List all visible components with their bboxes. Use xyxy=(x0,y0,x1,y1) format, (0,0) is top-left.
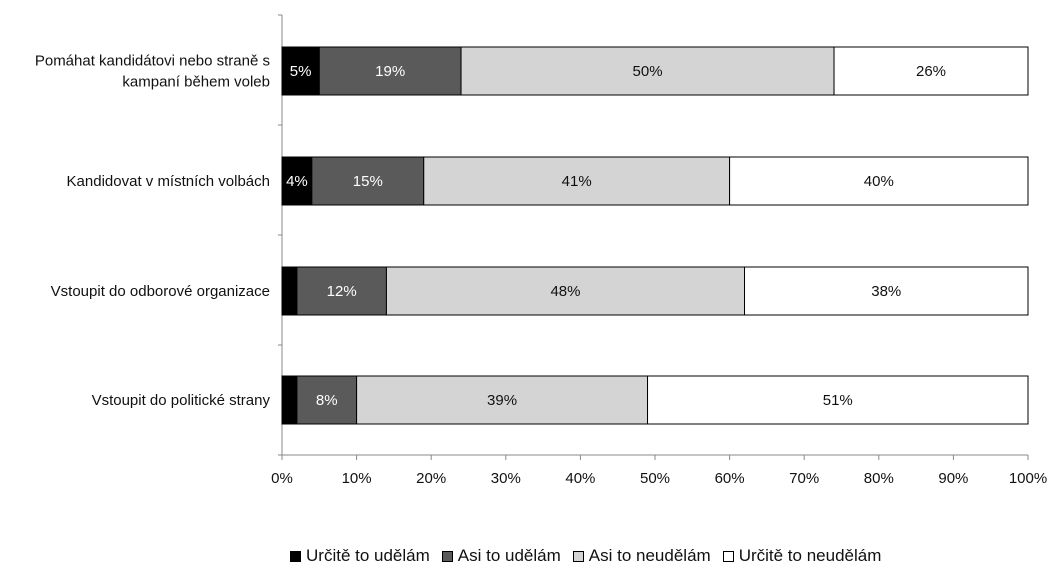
category-label: Vstoupit do odborové organizace xyxy=(51,283,270,300)
category-label: Pomáhat kandidátovi nebo straně s kampaní… xyxy=(35,53,270,91)
bar-segment xyxy=(833,46,1029,96)
data-label: 39% xyxy=(487,392,517,409)
x-tick-label: 60% xyxy=(715,470,745,487)
data-label: 26% xyxy=(916,63,946,80)
legend-item: Asi to udělám xyxy=(441,546,561,566)
legend-label: Určitě to neudělám xyxy=(738,546,882,565)
bar-segment xyxy=(744,266,1029,316)
legend-swatch xyxy=(572,550,584,562)
bar-segment xyxy=(729,156,1029,206)
legend-swatch xyxy=(441,550,453,562)
x-tick-label: 100% xyxy=(1009,470,1047,487)
legend-label: Asi to udělám xyxy=(457,546,561,565)
legend: Určitě to udělám Asi to udělám Asi to neud… xyxy=(290,544,881,568)
legend-label: Asi to neudělám xyxy=(588,546,711,565)
data-label: 8% xyxy=(316,392,338,409)
data-label: 51% xyxy=(823,392,853,409)
data-label: 50% xyxy=(633,63,663,80)
bar-segment xyxy=(385,266,746,316)
bar-segment xyxy=(318,46,462,96)
legend-item: Určitě to neudělám xyxy=(722,546,882,566)
legend-label: Určitě to udělám xyxy=(306,546,430,565)
data-label: 41% xyxy=(562,173,592,190)
data-label: 48% xyxy=(550,283,580,300)
x-tick-label: 80% xyxy=(864,470,894,487)
data-label: 19% xyxy=(375,63,405,80)
bar-segment xyxy=(281,375,298,425)
bar-segment xyxy=(281,266,298,316)
x-tick-label: 70% xyxy=(789,470,819,487)
bar-segment xyxy=(647,375,1029,425)
bar-segment xyxy=(311,156,425,206)
x-tick-label: 30% xyxy=(491,470,521,487)
legend-swatch xyxy=(722,550,734,562)
x-tick-label: 50% xyxy=(640,470,670,487)
stacked-bar-chart: 0% 10% 20% 30% 40% 50% 60% 70% 80% 90% 100% 5% 19% 50… xyxy=(35,14,1047,487)
x-tick-label: 20% xyxy=(416,470,446,487)
category-label: Kandidovat v místních volbách xyxy=(67,173,270,190)
data-label: 15% xyxy=(353,173,383,190)
data-label: 38% xyxy=(871,283,901,300)
legend-swatch xyxy=(290,550,301,562)
x-tick-label: 90% xyxy=(938,470,968,487)
x-tick-label: 10% xyxy=(342,470,372,487)
data-label: 4% xyxy=(286,173,308,190)
bar-segment xyxy=(296,375,358,425)
bar-segment xyxy=(356,375,649,425)
legend-item: Asi to neudělám xyxy=(572,546,711,566)
bar-segment xyxy=(460,46,835,96)
data-label: 5% xyxy=(290,63,312,80)
x-tick-label: 0% xyxy=(271,470,293,487)
bar-segment xyxy=(423,156,731,206)
data-label: 40% xyxy=(864,173,894,190)
legend-item: Určitě to udělám xyxy=(290,546,430,566)
data-label: 12% xyxy=(327,283,357,300)
category-label: Vstoupit do politické strany xyxy=(92,392,271,409)
x-tick-label: 40% xyxy=(565,470,595,487)
